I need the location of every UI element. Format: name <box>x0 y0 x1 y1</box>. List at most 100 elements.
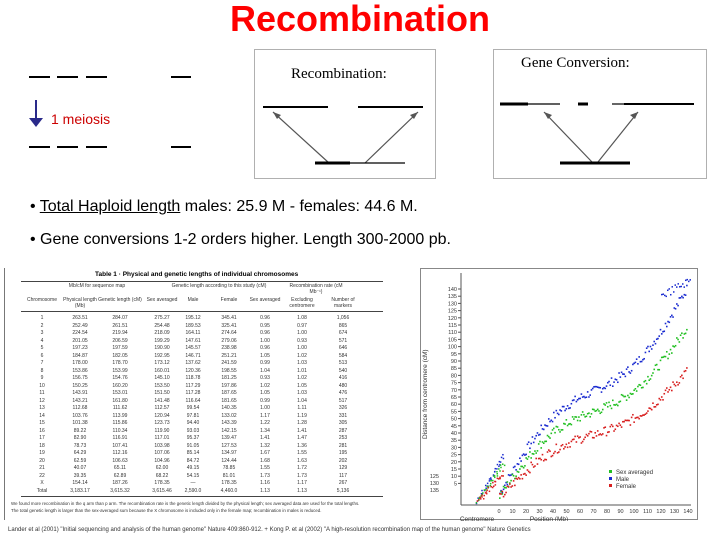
table-cell: 192.95 <box>154 352 170 359</box>
table-cell: 7 <box>40 360 44 366</box>
female-point <box>649 407 652 410</box>
table-cell: 284.07 <box>112 315 128 321</box>
sex_averaged-point <box>599 412 602 415</box>
sex_averaged-point <box>501 493 504 495</box>
male-point <box>532 441 535 444</box>
female-point <box>664 389 667 392</box>
female-point <box>669 386 672 389</box>
female-point <box>556 452 559 454</box>
table-cell: 480 <box>338 382 348 389</box>
sex_averaged-point <box>653 368 656 371</box>
table-cell: 81.01 <box>222 472 236 479</box>
male-point <box>655 338 658 341</box>
table-cell: 540 <box>338 367 348 374</box>
sex_averaged-point <box>672 345 674 347</box>
table-cell: 251.21 <box>221 352 237 359</box>
female-point <box>654 405 657 408</box>
male-point <box>566 405 569 407</box>
male-point <box>527 441 530 443</box>
table-cell: 65.11 <box>113 465 127 471</box>
table-cell: 116.64 <box>185 397 201 404</box>
table-cell: 93.03 <box>186 427 200 434</box>
female-point <box>615 424 618 427</box>
male-point <box>608 380 610 383</box>
male-point <box>494 470 496 473</box>
female-point <box>516 478 519 480</box>
sex_averaged-point <box>536 450 539 452</box>
table-cell: 476 <box>338 390 348 396</box>
sex_averaged-point <box>494 476 496 479</box>
male-point <box>676 303 678 305</box>
male-point <box>539 433 541 436</box>
table-cell: 0.96 <box>260 330 270 336</box>
table-cell: 91.05 <box>186 442 200 449</box>
table-cell: 202 <box>338 457 348 464</box>
table-cell: 1.68 <box>260 457 270 464</box>
sex_averaged-point <box>498 468 500 470</box>
male-point <box>618 372 620 374</box>
sex_averaged-point <box>565 419 568 421</box>
y-axis-label: Distance from centromere (cM) <box>422 349 429 439</box>
sex_averaged-point <box>545 440 548 443</box>
male-point <box>552 411 555 414</box>
sex_averaged-point <box>635 390 638 392</box>
sex_averaged-point <box>496 475 499 477</box>
x-tick-label: 100 <box>629 509 638 515</box>
chromatid-segment <box>86 146 107 148</box>
male-point <box>547 418 550 420</box>
table-cell: 241.59 <box>221 360 237 366</box>
table-cell: 218.09 <box>154 330 170 336</box>
male-point <box>568 407 570 410</box>
table-cell: 145.10 <box>154 375 170 381</box>
sex_averaged-point <box>525 457 527 459</box>
female-point <box>596 430 599 432</box>
male-point <box>647 345 649 348</box>
y-tick-label: 100 <box>448 345 457 351</box>
y-tick-label: 135 <box>430 488 439 494</box>
table-cell: 116.91 <box>112 435 128 441</box>
sex_averaged-point <box>493 474 496 477</box>
table-cell: 156.75 <box>72 375 88 381</box>
male-point <box>682 283 684 285</box>
table-cell: 143.91 <box>72 390 88 396</box>
female-point <box>545 458 548 461</box>
sex_averaged-point <box>658 368 661 371</box>
sex_averaged-point <box>500 466 502 469</box>
legend-swatch <box>609 477 612 480</box>
sex_averaged-point <box>579 419 581 422</box>
female-point <box>565 443 568 446</box>
female-point <box>570 440 573 443</box>
table-cell: 82.90 <box>73 435 87 441</box>
table-header-cell: Chromosome <box>26 297 57 303</box>
male-point <box>564 409 566 412</box>
male-point <box>662 293 664 295</box>
table-cell: 141.48 <box>154 397 170 404</box>
male-point <box>672 316 674 318</box>
sex_averaged-point <box>674 344 677 347</box>
group-header: Genetic length according to this study (… <box>171 283 267 289</box>
female-point <box>673 383 676 386</box>
sex_averaged-point <box>608 401 610 404</box>
female-point <box>549 450 551 453</box>
x-tick-label: 10 <box>509 509 515 515</box>
male-point <box>668 288 670 290</box>
male-point <box>658 335 661 337</box>
female-point <box>542 459 545 462</box>
table-rule <box>21 311 383 312</box>
male-point <box>604 387 607 390</box>
table-cell: 1.41 <box>260 435 270 441</box>
table-cell: 142.15 <box>221 427 237 434</box>
female-point <box>527 470 530 473</box>
table-cell: 305 <box>338 420 348 426</box>
y-tick-label: 35 <box>451 438 457 444</box>
sex_averaged-point <box>511 473 514 476</box>
table-cell: 154.14 <box>72 480 88 486</box>
table-cell: 3 <box>40 330 44 336</box>
table-cell: 584 <box>338 352 348 359</box>
table-cell: 106.63 <box>112 457 128 464</box>
table-cell: 112.57 <box>154 405 170 411</box>
sex_averaged-point <box>524 465 526 467</box>
female-point <box>595 435 598 437</box>
table-cell: Total <box>36 487 48 494</box>
chromatid-segment <box>86 76 107 78</box>
